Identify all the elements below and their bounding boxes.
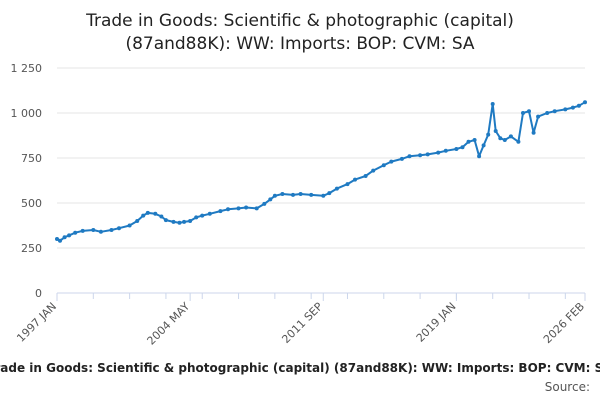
x-tick-label: 2004 MAY [145, 300, 193, 348]
data-point[interactable] [55, 237, 59, 241]
gridlines [57, 67, 585, 249]
data-point[interactable] [272, 193, 277, 198]
data-point[interactable] [109, 228, 114, 232]
data-point[interactable] [207, 211, 212, 216]
plot-area [55, 100, 587, 243]
y-tick-label: 250 [21, 242, 42, 255]
data-point[interactable] [268, 197, 273, 202]
x-axis: 1997 JAN 2004 MAY 2011 SEP 2019 JAN 2026 FEB [14, 292, 587, 348]
data-point[interactable] [531, 130, 536, 135]
data-point[interactable] [236, 206, 241, 211]
x-tick-label: 2026 FEB [541, 300, 587, 346]
data-point[interactable] [291, 192, 295, 197]
data-point[interactable] [194, 215, 199, 220]
data-point[interactable] [460, 145, 465, 150]
data-point[interactable] [226, 207, 230, 212]
data-point[interactable] [280, 192, 285, 196]
x-tick-label: 2011 SEP [279, 300, 325, 346]
chart-title-line-1: Trade in Goods: Scientific & photographi… [85, 11, 514, 31]
chart-caption: Trade in Goods: Scientific & photographi… [0, 361, 600, 375]
data-point[interactable] [218, 209, 223, 214]
data-point[interactable] [334, 186, 339, 191]
data-point[interactable] [188, 219, 193, 223]
data-point[interactable] [345, 182, 350, 187]
data-point[interactable] [80, 228, 85, 233]
data-point[interactable] [254, 206, 259, 211]
data-point[interactable] [381, 163, 386, 168]
x-tick-label: 1997 JAN [14, 300, 59, 345]
source-label: Source: [545, 380, 590, 394]
data-point[interactable] [353, 177, 357, 182]
data-point[interactable] [159, 214, 164, 219]
data-point[interactable] [425, 152, 430, 157]
data-point[interactable] [508, 134, 513, 139]
y-tick-label: 0 [35, 287, 42, 300]
chart-title-line-2: (87and88K): WW: Imports: BOP: CVM: SA [125, 34, 474, 54]
data-point[interactable] [145, 210, 150, 215]
data-point[interactable] [117, 226, 121, 231]
data-point[interactable] [127, 223, 132, 228]
x-tick-label: 2019 JAN [414, 300, 459, 345]
data-point[interactable] [477, 154, 482, 159]
data-point[interactable] [418, 153, 423, 158]
data-point[interactable] [521, 111, 525, 115]
data-point[interactable] [182, 219, 187, 224]
data-point[interactable] [141, 213, 146, 218]
data-point[interactable] [298, 192, 303, 196]
data-point[interactable] [516, 139, 521, 144]
data-point[interactable] [363, 174, 368, 178]
data-point[interactable] [454, 147, 459, 151]
data-point[interactable] [490, 102, 495, 106]
data-point[interactable] [399, 156, 404, 161]
data-point[interactable] [583, 100, 587, 105]
data-point[interactable] [570, 105, 575, 110]
data-point[interactable] [552, 109, 557, 114]
y-tick-label: 500 [21, 197, 42, 210]
data-point[interactable] [73, 230, 78, 235]
data-point[interactable] [486, 132, 491, 137]
data-point[interactable] [171, 219, 176, 224]
data-point[interactable] [502, 138, 507, 142]
y-tick-label: 1 250 [11, 62, 43, 75]
y-tick-label: 1 000 [11, 107, 43, 120]
data-point[interactable] [67, 233, 72, 238]
data-point[interactable] [545, 111, 550, 115]
data-point[interactable] [62, 235, 67, 240]
data-point[interactable] [98, 229, 103, 234]
data-point[interactable] [481, 143, 486, 148]
data-point[interactable] [563, 107, 568, 112]
data-point[interactable] [371, 168, 376, 173]
data-point[interactable] [576, 103, 581, 108]
data-point[interactable] [493, 129, 498, 133]
data-point[interactable] [498, 136, 503, 141]
data-point[interactable] [262, 201, 267, 206]
data-point[interactable] [536, 114, 541, 119]
data-point[interactable] [472, 138, 477, 142]
data-point[interactable] [58, 238, 62, 243]
data-point[interactable] [91, 228, 96, 232]
data-point[interactable] [321, 193, 326, 198]
data-point[interactable] [309, 192, 314, 197]
data-point[interactable] [244, 205, 249, 210]
data-point[interactable] [327, 191, 332, 196]
data-point[interactable] [153, 211, 158, 216]
data-point[interactable] [163, 218, 168, 223]
data-point[interactable] [436, 150, 441, 155]
data-point[interactable] [200, 213, 205, 218]
data-point[interactable] [389, 159, 394, 164]
data-point[interactable] [466, 139, 471, 144]
data-point[interactable] [407, 154, 412, 159]
data-point[interactable] [177, 220, 182, 225]
data-point[interactable] [135, 219, 140, 223]
data-point[interactable] [443, 148, 448, 153]
y-tick-label: 750 [21, 152, 42, 165]
data-point[interactable] [527, 109, 531, 114]
y-axis: 0 250 500 750 1 000 1 250 [11, 62, 43, 300]
